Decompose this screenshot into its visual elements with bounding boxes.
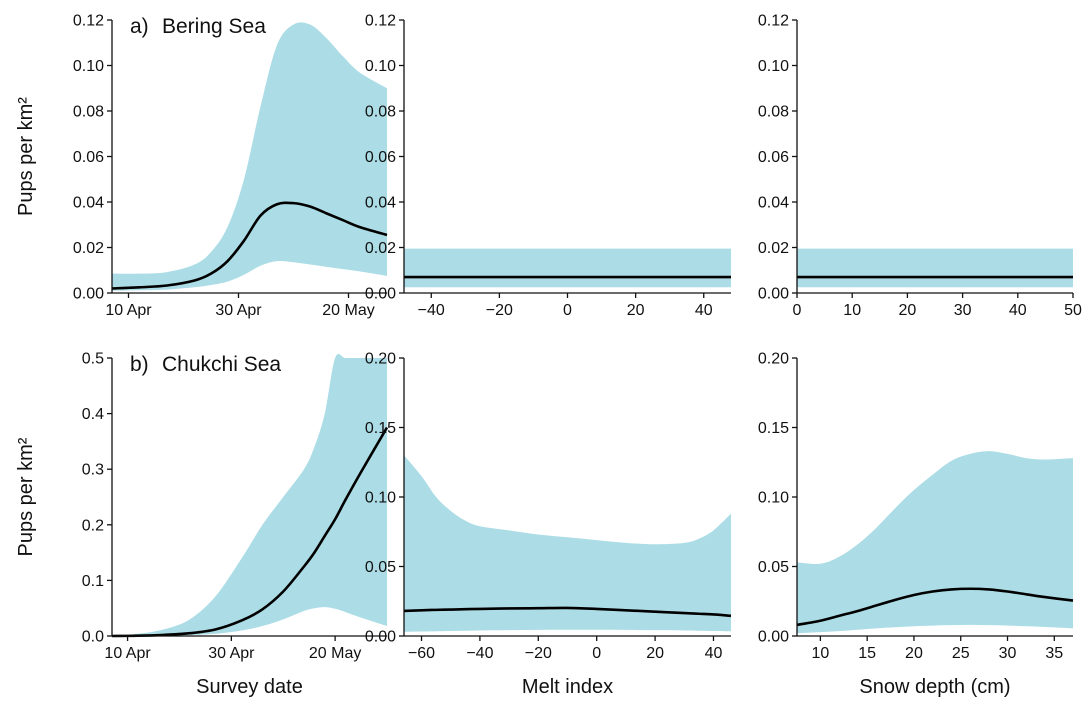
panel-title: Chukchi Sea <box>162 353 281 376</box>
y-tick-label: 0.2 <box>82 517 104 534</box>
confidence-band <box>112 353 387 637</box>
y-tick-label: 0.5 <box>82 351 104 368</box>
x-tick-label: 0 <box>592 645 601 662</box>
y-tick-label: 0.1 <box>82 573 104 590</box>
panel-chukchi-melt: 0.00 0.05 0.10 0.15 0.20 −60 −40 −20 0 20 40 Melt i… <box>365 351 732 698</box>
y-tick-label: 0.12 <box>365 13 396 30</box>
x-tick-label: −40 <box>418 302 445 319</box>
y-axis-title: Pups per km² <box>15 97 37 216</box>
y-tick-label: 0.10 <box>758 58 789 75</box>
y-tick-label: 0.0 <box>82 629 104 646</box>
x-tick-label: 40 <box>695 302 713 319</box>
y-tick-label: 0.04 <box>365 195 396 212</box>
confidence-band <box>112 22 387 291</box>
y-tick-label: 0.4 <box>82 406 104 423</box>
fitted-curve <box>403 606 732 618</box>
x-tick-label: 30 <box>999 645 1017 662</box>
x-axis-title: Survey date <box>196 676 303 698</box>
y-tick-label: 0.10 <box>365 490 396 507</box>
confidence-band <box>404 455 731 632</box>
confidence-band <box>404 248 731 288</box>
x-tick-label: 50 <box>1064 302 1082 319</box>
y-tick-label: 0.00 <box>758 629 789 646</box>
y-tick-label: 0.15 <box>365 420 396 437</box>
y-tick-label: 0.06 <box>758 149 789 166</box>
panel-label: b) <box>130 353 149 376</box>
panel-bering-snow: 0.00 0.02 0.04 0.06 0.08 0.10 0.12 0 10 20 30 40 50 <box>758 13 1082 320</box>
y-tick-label: 0.20 <box>365 351 396 368</box>
panel-chukchi-snow: 0.00 0.05 0.10 0.15 0.20 10 15 20 25 30 35 Snow dep… <box>758 351 1074 698</box>
y-tick-label: 0.02 <box>758 240 789 257</box>
y-tick-label: 0.06 <box>365 149 396 166</box>
x-tick-label: −20 <box>486 302 513 319</box>
y-tick-label: 0.3 <box>82 462 104 479</box>
x-tick-label: 25 <box>952 645 970 662</box>
y-tick-label: 0.00 <box>73 286 104 303</box>
y-tick-label: 0.04 <box>73 195 104 212</box>
x-tick-label: 40 <box>705 645 723 662</box>
y-tick-label: 0.15 <box>758 420 789 437</box>
y-tick-label: 0.02 <box>73 240 104 257</box>
y-tick-label: 0.05 <box>758 559 789 576</box>
y-tick-label: 0.00 <box>365 629 396 646</box>
y-axis-title: Pups per km² <box>15 437 37 556</box>
fitted-curve <box>111 426 389 638</box>
y-tick-label: 0.06 <box>73 149 104 166</box>
x-axis-title: Melt index <box>522 676 613 698</box>
panel-title: Bering Sea <box>162 15 266 38</box>
y-tick-label: 0.12 <box>758 13 789 30</box>
x-tick-label: 10 Apr <box>104 645 151 662</box>
panel-bering-date: 0.00 0.02 0.04 0.06 0.08 0.10 0.12 10 Apr 30 Apr… <box>15 13 388 319</box>
confidence-band <box>797 451 1073 634</box>
x-tick-label: 0 <box>793 302 802 319</box>
x-tick-label: −40 <box>466 645 493 662</box>
y-tick-label: 0.04 <box>758 195 789 212</box>
y-tick-label: 0.10 <box>365 58 396 75</box>
panel-label: a) <box>130 15 149 38</box>
x-tick-label: 35 <box>1045 645 1063 662</box>
y-tick-label: 0.00 <box>758 286 789 303</box>
y-tick-label: 0.20 <box>758 351 789 368</box>
x-tick-label: −60 <box>408 645 435 662</box>
y-tick-label: 0.08 <box>73 104 104 121</box>
fitted-curve <box>796 587 1074 627</box>
y-tick-label: 0.08 <box>365 104 396 121</box>
x-tick-label: −20 <box>525 645 552 662</box>
y-tick-label: 0.00 <box>365 286 396 303</box>
x-tick-label: 0 <box>563 302 572 319</box>
x-axis-title: Snow depth (cm) <box>859 676 1010 698</box>
x-tick-label: 10 <box>843 302 861 319</box>
x-tick-label: 30 <box>954 302 972 319</box>
y-tick-label: 0.05 <box>365 559 396 576</box>
panel-chukchi-date: 0.0 0.1 0.2 0.3 0.4 0.5 10 Apr 30 Apr 20 May b) Ch… <box>15 351 389 698</box>
x-tick-label: 20 May <box>309 645 361 662</box>
x-tick-label: 40 <box>1009 302 1027 319</box>
panel-bering-melt: 0.00 0.02 0.04 0.06 0.08 0.10 0.12 −40 −20 0 20 40 <box>365 13 731 319</box>
y-tick-label: 0.10 <box>73 58 104 75</box>
x-tick-label: 20 May <box>322 302 374 319</box>
y-tick-label: 0.02 <box>365 240 396 257</box>
y-tick-label: 0.10 <box>758 490 789 507</box>
x-tick-label: 20 <box>627 302 645 319</box>
x-tick-label: 30 Apr <box>208 645 255 662</box>
x-tick-label: 20 <box>905 645 923 662</box>
x-tick-label: 15 <box>858 645 876 662</box>
x-tick-label: 10 Apr <box>105 302 152 319</box>
x-tick-label: 10 <box>811 645 829 662</box>
x-tick-label: 20 <box>899 302 917 319</box>
y-tick-label: 0.08 <box>758 104 789 121</box>
confidence-band <box>797 248 1073 288</box>
fitted-curve <box>111 201 388 290</box>
y-tick-label: 0.12 <box>73 13 104 30</box>
x-tick-label: 30 Apr <box>215 302 262 319</box>
x-tick-label: 20 <box>646 645 664 662</box>
